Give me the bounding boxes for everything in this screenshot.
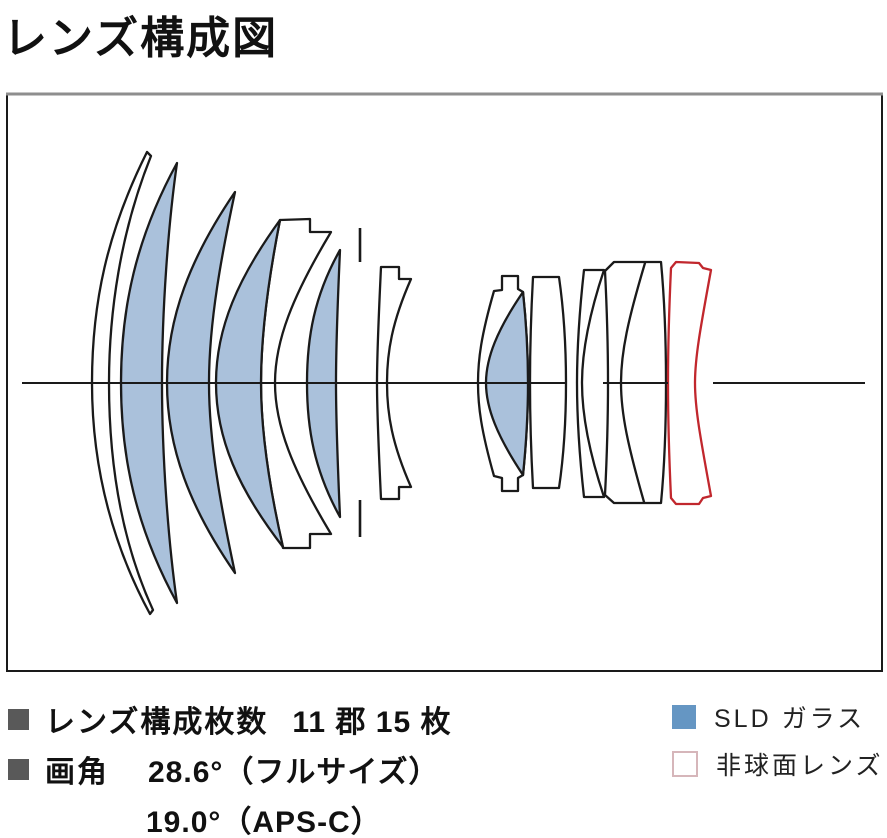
sld-glass-swatch-icon — [672, 705, 696, 729]
spec-row-elements: レンズ構成枚数 11 郡 15 枚 — [8, 694, 528, 744]
bullet-square-icon — [8, 708, 29, 730]
spec-row-angle: 画角 28.6°（フルサイズ） — [8, 744, 528, 794]
spec-list: レンズ構成枚数 11 郡 15 枚 画角 28.6°（フルサイズ） 19.0°（… — [8, 694, 528, 838]
spec-value-angle-apsc: 19.0°（APS-C） — [146, 806, 382, 838]
spec-label-angle: 画角 — [45, 756, 109, 789]
lens-element-1-front-meniscus — [90, 150, 155, 616]
spec-label-construction: レンズ構成枚数 — [45, 706, 269, 739]
lens-element-11-biconcave — [575, 268, 606, 499]
spec-value-construction: 11 郡 15 枚 — [292, 706, 452, 739]
legend-item-sld: SLD ガラス — [672, 699, 884, 735]
lens-element-14-aspherical — [666, 260, 713, 506]
aspherical-lens-swatch-icon — [672, 751, 698, 777]
bullet-square-icon — [8, 758, 29, 780]
lens-element-7-flanged-meniscus — [375, 265, 413, 501]
legend-item-aspherical: 非球面レンズ — [672, 746, 884, 782]
legend-label-sld: SLD ガラス — [714, 705, 866, 733]
spec-row-angle-apsc: 19.0°（APS-C） — [8, 794, 528, 838]
page-title: レンズ構成図 — [3, 14, 279, 63]
legend: SLD ガラス 非球面レンズ — [672, 699, 884, 793]
spec-value-angle-full: 28.6°（フルサイズ） — [148, 756, 440, 789]
legend-label-aspherical: 非球面レンズ — [716, 752, 884, 780]
